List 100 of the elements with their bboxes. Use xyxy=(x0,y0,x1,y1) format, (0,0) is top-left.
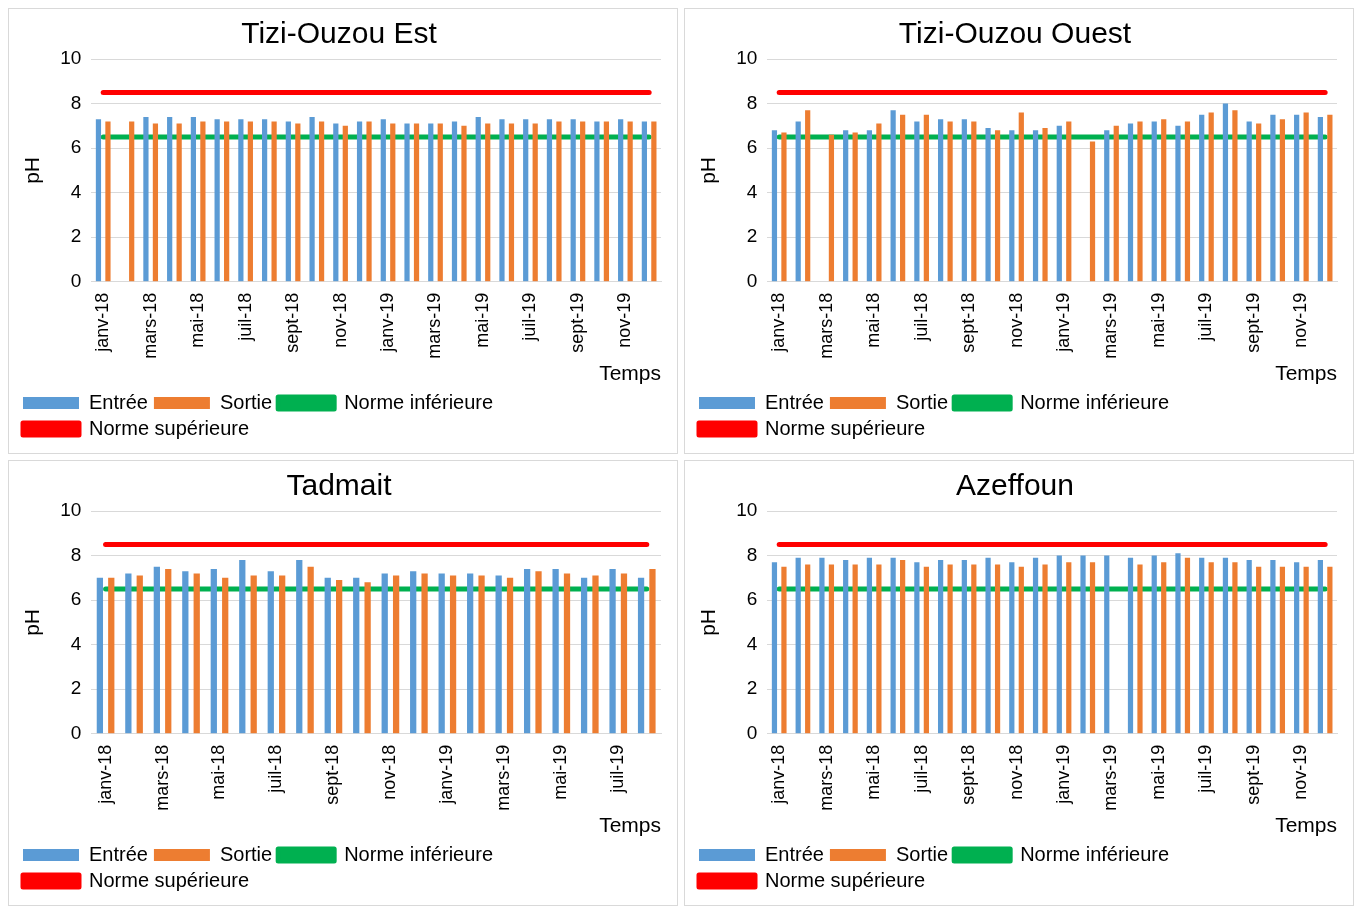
bar xyxy=(499,119,505,282)
bar xyxy=(890,557,896,734)
y-tick-label: 10 xyxy=(736,499,758,521)
bar xyxy=(190,116,197,282)
bar xyxy=(1032,130,1039,282)
x-tick-label: sept-18 xyxy=(322,744,343,805)
bar xyxy=(1232,110,1238,282)
x-tick-label: mai-18 xyxy=(208,744,229,800)
bar xyxy=(239,560,246,734)
bar xyxy=(994,564,1001,734)
bar xyxy=(176,123,182,282)
x-axis-title: Temps xyxy=(599,361,661,385)
x-tick-label: nov-19 xyxy=(614,292,635,348)
bar xyxy=(1184,557,1191,734)
bar xyxy=(866,557,873,734)
bar xyxy=(524,568,531,734)
y-tick-label: 6 xyxy=(746,588,758,610)
bar xyxy=(129,121,135,282)
chart-title: Tizi-Ouzou Ouest xyxy=(898,16,1132,50)
y-tick-label: 2 xyxy=(746,677,758,699)
bar xyxy=(556,121,562,282)
bar xyxy=(947,564,953,734)
bar xyxy=(318,121,325,282)
bar xyxy=(961,560,967,734)
bar xyxy=(1161,562,1167,734)
x-tick-label: mai-18 xyxy=(187,292,208,348)
bar xyxy=(971,564,977,734)
x-tick-label: sept-19 xyxy=(1242,744,1263,805)
bar xyxy=(594,121,600,282)
bar xyxy=(938,119,944,282)
x-tick-label: mars-18 xyxy=(151,744,172,811)
bar xyxy=(1294,562,1300,734)
bar xyxy=(508,123,515,282)
bar xyxy=(353,577,360,734)
bar xyxy=(1317,116,1323,282)
y-tick-label: 8 xyxy=(70,543,82,565)
x-tick-label: sept-19 xyxy=(1242,292,1263,353)
bar xyxy=(428,123,434,282)
bar xyxy=(609,568,616,734)
bar xyxy=(214,119,220,282)
bar xyxy=(795,557,801,734)
bar xyxy=(1018,566,1024,734)
bar xyxy=(95,119,102,282)
y-tick-label: 10 xyxy=(60,499,82,521)
y-tick-label: 4 xyxy=(746,632,758,654)
bar xyxy=(1246,121,1252,282)
bar xyxy=(449,575,457,734)
bar xyxy=(1018,112,1024,282)
bar xyxy=(552,568,559,734)
bar xyxy=(923,114,929,282)
y-axis-title: pH xyxy=(20,156,44,184)
bar xyxy=(143,116,149,282)
bar xyxy=(193,573,200,734)
legend-label: Sortie xyxy=(219,390,273,413)
legend-label: Entrée xyxy=(765,842,824,865)
x-tick-label: janv-19 xyxy=(1053,744,1073,805)
bar xyxy=(182,571,189,734)
y-tick-label: 10 xyxy=(60,47,82,69)
bar xyxy=(250,575,257,734)
bar xyxy=(381,573,388,734)
bar xyxy=(307,566,314,734)
y-tick-label: 0 xyxy=(70,270,82,292)
bar xyxy=(1199,114,1205,282)
y-tick-label: 4 xyxy=(70,632,82,654)
bar xyxy=(1056,125,1062,282)
y-tick-label: 2 xyxy=(70,677,82,699)
legend-label: Sortie xyxy=(219,842,273,865)
bar xyxy=(392,575,400,734)
bar xyxy=(843,130,849,282)
chart-title: Tizi-Ouzou Est xyxy=(241,16,438,50)
x-tick-label: juil-19 xyxy=(1195,292,1216,342)
x-axis-title: Temps xyxy=(1275,813,1337,837)
y-tick-label: 8 xyxy=(70,91,82,113)
bar xyxy=(485,123,491,282)
x-tick-label: mai-19 xyxy=(1147,744,1168,800)
bar xyxy=(210,568,217,734)
bar xyxy=(592,575,599,734)
legend-label: Norme inférieure xyxy=(344,390,494,413)
bar xyxy=(1056,555,1062,734)
x-tick-label: mars-18 xyxy=(139,292,160,359)
legend-label: Entrée xyxy=(89,842,148,865)
bar xyxy=(900,560,906,734)
bar xyxy=(828,564,835,734)
bar xyxy=(985,557,991,734)
bar xyxy=(136,575,143,734)
bar xyxy=(413,123,420,282)
bar xyxy=(467,573,474,734)
bar xyxy=(1080,555,1086,734)
y-tick-label: 10 xyxy=(736,47,758,69)
bar xyxy=(152,123,159,282)
bar xyxy=(247,121,253,282)
legend-label: Norme supérieure xyxy=(89,416,250,439)
bar xyxy=(262,119,268,282)
bar xyxy=(914,562,920,734)
chart-title: Tadmait xyxy=(286,468,393,502)
y-tick-label: 0 xyxy=(746,722,758,744)
legend-label: Sortie xyxy=(895,842,949,865)
y-tick-label: 0 xyxy=(70,722,82,744)
bar xyxy=(437,123,443,282)
bar xyxy=(1294,114,1300,282)
